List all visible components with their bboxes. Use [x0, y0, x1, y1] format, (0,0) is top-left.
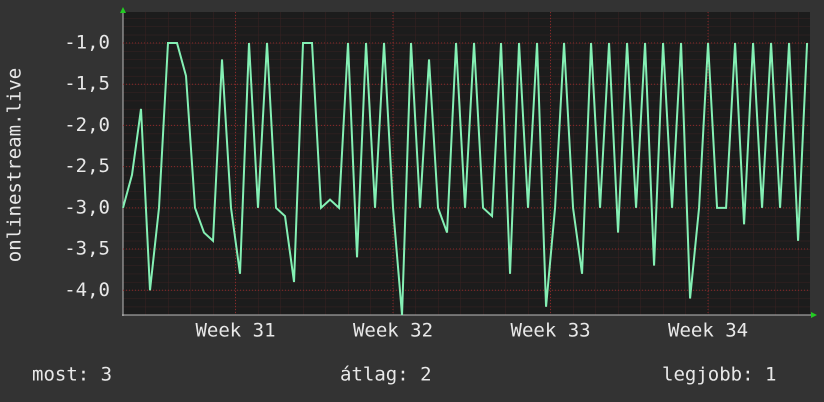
y-tick-label: -2,0 — [64, 114, 110, 136]
y-tick-label: -1,5 — [64, 73, 110, 95]
y-axis-label: onlinestream.live — [4, 68, 26, 262]
x-tick-label: Week 33 — [511, 320, 591, 342]
data-line — [122, 41, 809, 316]
y-tick-label: -3,0 — [64, 196, 110, 218]
y-tick-label: -3,5 — [64, 238, 110, 260]
y-tick-label: -1,0 — [64, 31, 110, 53]
x-axis-arrow — [811, 312, 817, 318]
stat-best: legjobb: 1 — [662, 364, 776, 386]
x-tick-label: Week 32 — [353, 320, 433, 342]
stat-average: átlag: 2 — [340, 364, 432, 386]
x-tick-label: Week 34 — [668, 320, 748, 342]
y-axis-arrow — [120, 7, 126, 13]
x-tick-label: Week 31 — [195, 320, 275, 342]
y-tick-label: -2,5 — [64, 155, 110, 177]
stat-current: most: 3 — [32, 364, 112, 386]
y-tick-label: -4,0 — [64, 279, 110, 301]
